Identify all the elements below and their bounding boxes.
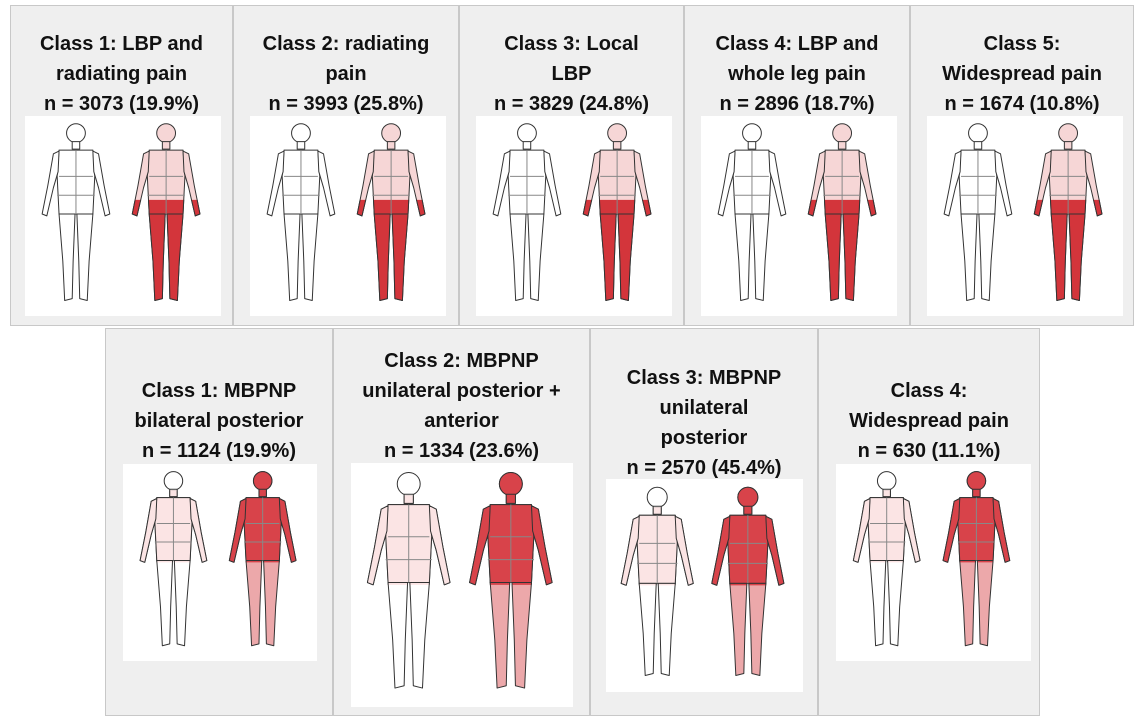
panel-title: Class 3: MBPNP unilateral posterior n = 257…	[591, 363, 817, 483]
title-line: n = 630 (11.1%)	[857, 440, 1001, 462]
title-line: Class 1: MBPNP	[141, 380, 297, 402]
body-diagram	[717, 123, 877, 301]
panel-title: Class 1: MBPNP bilateral posterior n = 112…	[106, 376, 332, 466]
panel-title: Class 3: Local LBP n = 3829 (24.8%)	[460, 29, 683, 119]
title-line: Class 1: LBP and	[39, 33, 204, 55]
body-map	[476, 116, 672, 316]
panel: Class 4: LBP and whole leg pain n = 2896 (…	[684, 5, 910, 326]
body-diagram	[943, 123, 1103, 301]
title-line: Class 2: radiating	[262, 33, 430, 55]
body-figure	[266, 123, 336, 301]
title-line: n = 3073 (19.9%)	[43, 93, 200, 115]
panel: Class 4: Widespread pain n = 630 (11.1%)	[818, 328, 1040, 716]
title-line: n = 2570 (45.4%)	[626, 457, 782, 479]
pain-region	[852, 490, 921, 563]
body-map	[927, 116, 1123, 316]
body-map	[123, 464, 317, 661]
body-map	[606, 479, 803, 692]
body-map	[701, 116, 897, 316]
title-line: radiating pain	[55, 63, 188, 85]
body-diagram	[492, 123, 652, 301]
title-line: n = 1124 (19.9%)	[142, 440, 296, 462]
title-line: n = 2896 (18.7%)	[719, 93, 875, 115]
title-line: n = 3829 (24.8%)	[493, 93, 650, 115]
title-line: n = 1334 (23.6%)	[383, 440, 540, 462]
panel-title: Class 5: Widespread pain n = 1674 (10.8%)	[911, 29, 1133, 119]
title-line: bilateral posterior	[134, 410, 304, 432]
panel: Class 2: radiating pain n = 3993 (25.8%)	[233, 5, 459, 326]
panel-title: Class 1: LBP and radiating pain n = 3073 (…	[11, 29, 232, 119]
panel-title: Class 4: Widespread pain n = 630 (11.1%)	[819, 376, 1039, 466]
panel: Class 5: Widespread pain n = 1674 (10.8%)	[910, 5, 1134, 326]
title-line: pain	[325, 63, 367, 85]
title-line: n = 1674 (10.8%)	[944, 93, 1100, 115]
title-line: Class 4: LBP and	[715, 33, 879, 55]
body-figure	[492, 123, 562, 301]
pain-region	[228, 471, 297, 563]
title-line: Class 4:	[890, 380, 968, 402]
panel-title: Class 2: radiating pain n = 3993 (25.8%)	[234, 29, 458, 119]
panel: Class 3: Local LBP n = 3829 (24.8%)	[459, 5, 684, 326]
body-map	[836, 464, 1031, 661]
title-line: Widespread pain	[849, 410, 1009, 432]
pain-region	[366, 495, 451, 585]
title-line: n = 3993 (25.8%)	[268, 93, 424, 115]
body-map	[250, 116, 446, 316]
body-figure	[943, 123, 1013, 301]
pain-region	[139, 490, 208, 563]
panel: Class 2: MBPNP unilateral posterior + ante…	[333, 328, 590, 716]
pain-region	[468, 471, 553, 585]
title-line: whole leg pain	[728, 63, 866, 85]
body-diagram	[852, 471, 1011, 647]
title-line: LBP	[551, 63, 592, 85]
title-line: Class 5:	[983, 33, 1061, 55]
panel: Class 3: MBPNP unilateral posterior n = 257…	[590, 328, 818, 716]
title-line: Widespread pain	[942, 63, 1102, 85]
body-figure	[717, 123, 787, 301]
title-line: Class 3: MBPNP	[626, 367, 782, 389]
pain-region	[711, 486, 785, 586]
body-map	[25, 116, 221, 316]
title-line: Class 3: Local	[504, 33, 639, 55]
panel-title: Class 2: MBPNP unilateral posterior + ante…	[334, 346, 589, 466]
body-figure	[41, 123, 111, 301]
pain-region	[942, 471, 1011, 563]
title-line: unilateral	[659, 397, 749, 419]
panel: Class 1: MBPNP bilateral posterior n = 112…	[105, 328, 333, 716]
title-line: anterior	[424, 410, 499, 432]
body-map	[351, 463, 573, 707]
title-line: Class 2: MBPNP	[384, 350, 539, 372]
pain-region	[620, 507, 694, 586]
body-diagram	[139, 471, 297, 647]
body-diagram	[266, 123, 426, 301]
panel: Class 1: LBP and radiating pain n = 3073 (…	[10, 5, 233, 326]
title-line: posterior	[660, 427, 748, 449]
body-diagram	[41, 123, 201, 301]
body-diagram	[366, 471, 553, 689]
title-line: unilateral posterior +	[362, 380, 561, 402]
panel-title: Class 4: LBP and whole leg pain n = 2896 (…	[685, 29, 909, 119]
body-diagram	[620, 486, 785, 676]
